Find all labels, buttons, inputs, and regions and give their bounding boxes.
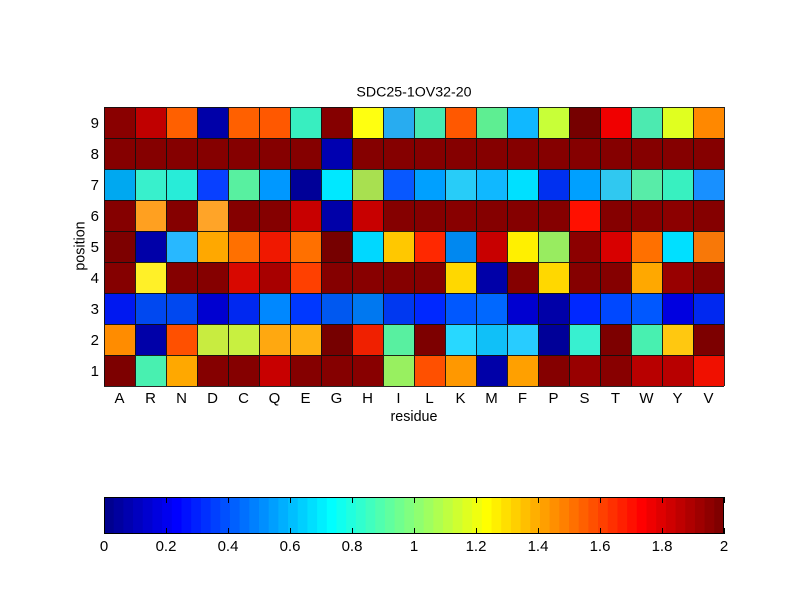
svg-text:0.6: 0.6 [280,538,301,555]
svg-text:I: I [396,390,400,407]
svg-text:N: N [176,390,187,407]
svg-text:6: 6 [91,208,99,225]
svg-text:SDC25-1OV32-20: SDC25-1OV32-20 [356,85,471,101]
svg-text:W: W [639,390,654,407]
svg-text:1.2: 1.2 [466,538,487,555]
svg-text:2: 2 [720,538,728,555]
svg-text:1: 1 [91,363,99,380]
svg-text:2: 2 [91,332,99,349]
svg-text:G: G [331,390,343,407]
svg-text:8: 8 [91,146,99,163]
svg-text:Q: Q [269,390,281,407]
svg-text:L: L [425,390,433,407]
svg-text:P: P [548,390,558,407]
svg-text:Y: Y [672,390,682,407]
svg-text:0.2: 0.2 [156,538,177,555]
svg-text:A: A [114,390,124,407]
svg-text:1.6: 1.6 [590,538,611,555]
svg-text:F: F [518,390,527,407]
svg-text:R: R [145,390,156,407]
svg-text:H: H [362,390,373,407]
svg-text:0: 0 [100,538,108,555]
svg-text:1.8: 1.8 [652,538,673,555]
svg-text:position: position [73,221,89,270]
svg-text:M: M [485,390,498,407]
svg-text:1: 1 [410,538,418,555]
svg-text:0.4: 0.4 [218,538,239,555]
svg-text:C: C [238,390,249,407]
svg-text:V: V [703,390,713,407]
svg-text:4: 4 [91,270,99,287]
svg-text:S: S [579,390,589,407]
svg-text:7: 7 [91,177,99,194]
svg-text:3: 3 [91,301,99,318]
svg-text:residue: residue [391,409,438,425]
svg-text:5: 5 [91,239,99,256]
svg-text:E: E [300,390,310,407]
svg-text:K: K [455,390,465,407]
svg-text:D: D [207,390,218,407]
svg-text:0.8: 0.8 [342,538,363,555]
svg-text:1.4: 1.4 [528,538,549,555]
svg-text:T: T [611,390,620,407]
svg-text:9: 9 [91,115,99,132]
